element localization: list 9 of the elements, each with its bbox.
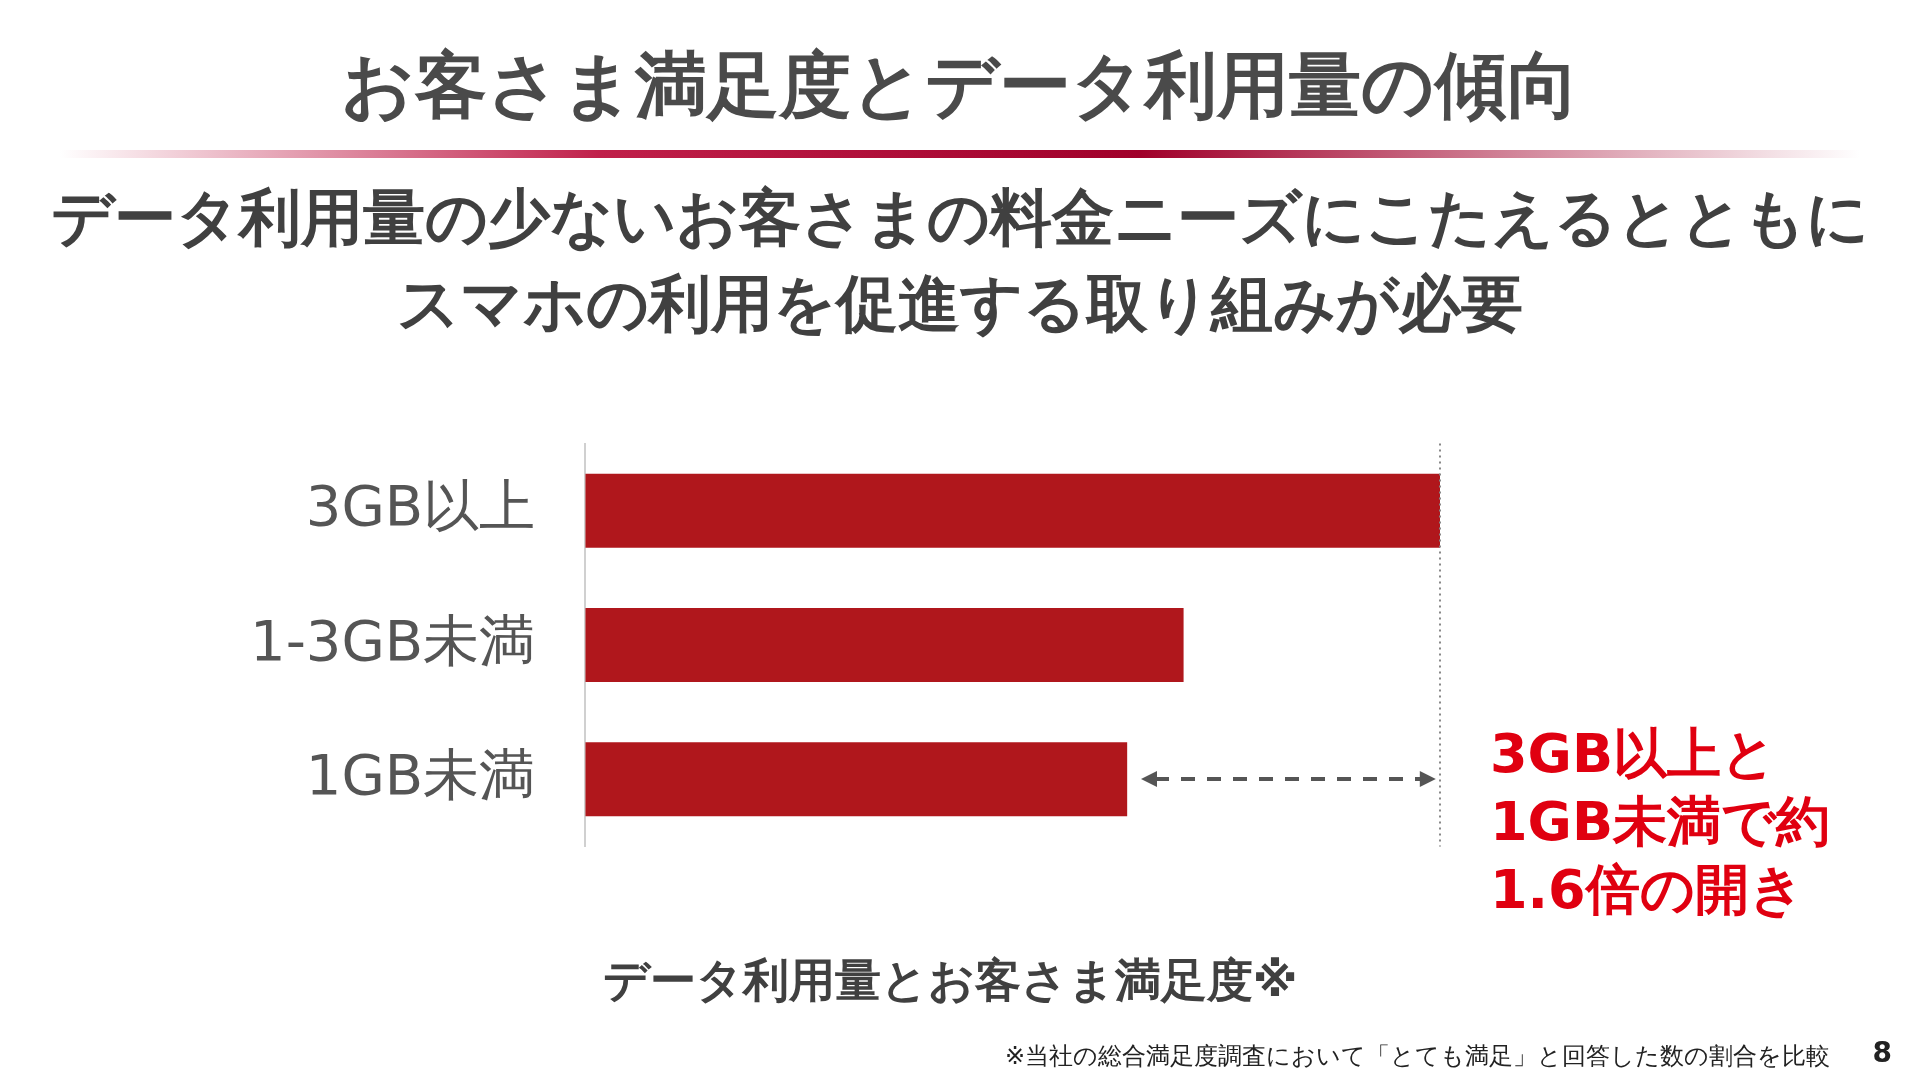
text: ※当社の総合満足度調査において「とても満足」と回答した数の割合を比較 [1004,1041,1830,1072]
y-tick-label: 1-3GB未満 [250,607,536,673]
y-tick-label: 1GB未満 [305,741,536,807]
y-tick-label: 3GB以上 [305,473,536,539]
chart-title: お客さま満足度とデータ利用量の傾向 [340,42,1580,129]
text: 8 [1872,1036,1892,1069]
text: 3GB以上と1GB未満で約1.6倍の開き [1490,721,1832,923]
x-axis-title: データ利用量とお客さま満足度※ [601,952,1299,1009]
chart-subtitle: データ利用量の少ないお客さまの料金ニーズにこたえるとともにスマホの利用を促進する取り組みが必要 [50,180,1870,342]
